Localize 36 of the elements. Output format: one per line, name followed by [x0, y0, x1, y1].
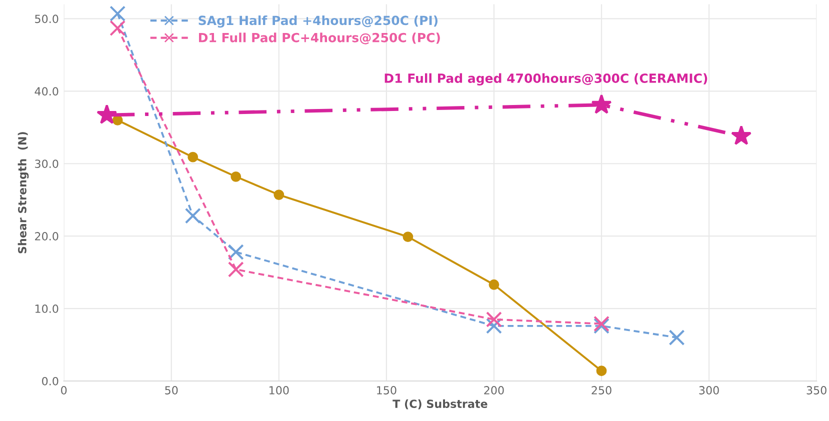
x-tick-label: 100	[270, 386, 289, 394]
point	[110, 20, 126, 36]
x-tick-label: 50	[165, 386, 178, 394]
x-tick-label: 0	[61, 386, 67, 394]
point	[228, 244, 244, 260]
y-tick-label: 40.0	[34, 87, 58, 96]
x-axis-title: T (C) Substrate	[392, 399, 488, 410]
point	[274, 190, 284, 200]
x-tick-label: 250	[592, 386, 612, 394]
legend-label: D1 Full Pad PC+4hours@250C (PC)	[199, 32, 440, 44]
x-tick-label: 200	[484, 386, 504, 394]
y-tick-label: 0.0	[42, 376, 58, 386]
y-tick-label: 50.0	[35, 14, 58, 24]
point	[486, 318, 502, 334]
point	[596, 366, 607, 376]
legend-label: SAg1 Half Pad +4hours@250C (PI)	[198, 15, 438, 28]
point	[228, 261, 244, 278]
x-tick-label: 300	[699, 386, 719, 394]
x-tick-label: 350	[806, 386, 826, 394]
x-tick-label: 150	[377, 386, 396, 394]
point	[731, 125, 752, 145]
point	[110, 6, 126, 22]
point	[184, 208, 201, 224]
point	[96, 104, 118, 124]
point	[591, 94, 612, 114]
y-tick-label: 10.0	[35, 304, 58, 313]
point	[230, 171, 242, 182]
point	[188, 152, 198, 162]
y-tick-label: 30.0	[35, 160, 58, 168]
series-label: D1 Full Pad aged 4700hours@300C (CERAMIC)	[384, 73, 708, 86]
point	[486, 311, 502, 328]
y-axis-title: Shear Strength (N)	[18, 132, 29, 254]
y-tick-label: 20.0	[35, 232, 58, 240]
point	[488, 279, 500, 290]
point	[668, 330, 685, 346]
point	[402, 232, 414, 242]
